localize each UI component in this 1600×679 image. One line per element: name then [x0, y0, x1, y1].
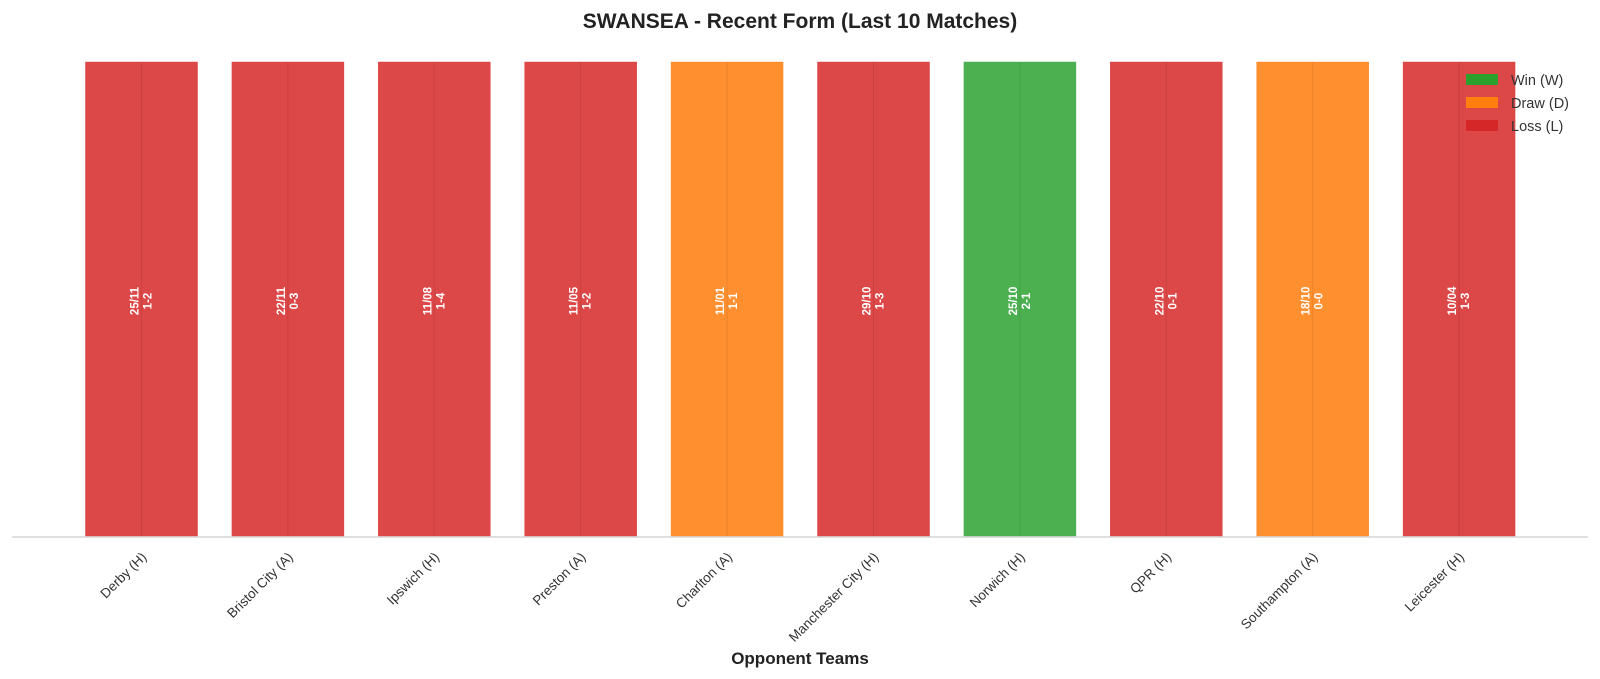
bar-8: [1108, 60, 1225, 538]
bar-label-score: 2-1: [1021, 292, 1033, 309]
x-tick-label: Southampton (A): [1238, 549, 1321, 632]
x-tick-label: Preston (A): [530, 549, 589, 608]
bars-layer: 25/111-2 22/110-3 11/081-4 11/051-2 11/011-1…: [83, 60, 1517, 538]
bar-label-score: 1-2: [143, 293, 155, 310]
bar-10: [1401, 60, 1517, 538]
bar-label: 29/101-3: [862, 287, 887, 316]
legend: Win (W) Draw (D) Loss (L): [1466, 73, 1569, 135]
bar-label: 25/102-1: [1008, 287, 1033, 316]
bar-label: 11/011-1: [715, 286, 740, 315]
bar-2: [230, 60, 346, 538]
bar-label-score: 1-4: [435, 292, 447, 309]
bar-label-score: 1-3: [1460, 293, 1472, 310]
x-tick-label: Bristol City (A): [224, 549, 296, 621]
bar-label-date: 11/08: [422, 286, 434, 315]
bar-9: [1254, 60, 1371, 538]
legend-swatch-l: [1466, 120, 1498, 131]
bar-label-date: 10/04: [1447, 286, 1459, 315]
chart-title: SWANSEA - Recent Form (Last 10 Matches): [583, 10, 1017, 33]
x-tick-label: Manchester City (H): [786, 549, 881, 644]
bar-label-date: 25/10: [1008, 287, 1020, 316]
x-tick-label: Leicester (H): [1402, 549, 1467, 614]
bar-label-date: 18/10: [1301, 287, 1313, 316]
legend-label-l: Loss (L): [1511, 119, 1563, 135]
x-tick-label: Charlton (A): [673, 549, 735, 611]
bar-3: [376, 60, 493, 538]
bar-label: 22/100-1: [1154, 287, 1179, 316]
bar-label-score: 0-0: [1314, 293, 1326, 310]
x-tick-label: Ipswich (H): [384, 549, 442, 607]
bar-label-date: 22/11: [276, 286, 288, 315]
bar-label-score: 1-1: [728, 292, 740, 309]
x-tick-label: Derby (H): [97, 549, 149, 601]
x-tick-label: QPR (H): [1127, 549, 1174, 596]
bar-label-score: 1-2: [582, 293, 594, 310]
bar-label-date: 25/11: [130, 286, 142, 315]
bar-1: [83, 60, 200, 538]
bar-label: 22/110-3: [276, 286, 301, 315]
bar-label-date: 22/10: [1154, 287, 1166, 316]
bar-label: 25/111-2: [130, 286, 155, 315]
bar-label-date: 29/10: [862, 287, 874, 316]
bar-label: 11/051-2: [569, 286, 594, 315]
bar-6: [815, 60, 932, 538]
bar-label-score: 0-1: [1167, 292, 1179, 309]
bar-label: 10/041-3: [1447, 286, 1472, 315]
bar-label-score: 0-3: [289, 293, 301, 310]
legend-label-d: Draw (D): [1511, 96, 1569, 112]
x-axis-label: Opponent Teams: [731, 649, 869, 668]
x-tick-label: Norwich (H): [967, 549, 1028, 610]
bar-label-date: 11/01: [715, 286, 727, 315]
bar-label: 11/081-4: [422, 286, 447, 315]
bar-7: [962, 60, 1078, 538]
x-tick-labels: Derby (H) Bristol City (A) Ipswich (H) Pres…: [97, 549, 1467, 644]
bar-label-date: 11/05: [569, 286, 581, 315]
bar-label: 18/100-0: [1301, 287, 1326, 316]
legend-swatch-d: [1466, 97, 1498, 108]
legend-swatch-w: [1466, 74, 1498, 85]
bar-label-score: 1-3: [875, 293, 887, 310]
legend-label-w: Win (W): [1511, 73, 1563, 89]
